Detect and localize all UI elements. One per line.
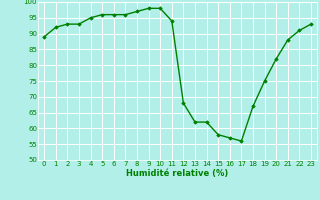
X-axis label: Humidité relative (%): Humidité relative (%) xyxy=(126,169,229,178)
